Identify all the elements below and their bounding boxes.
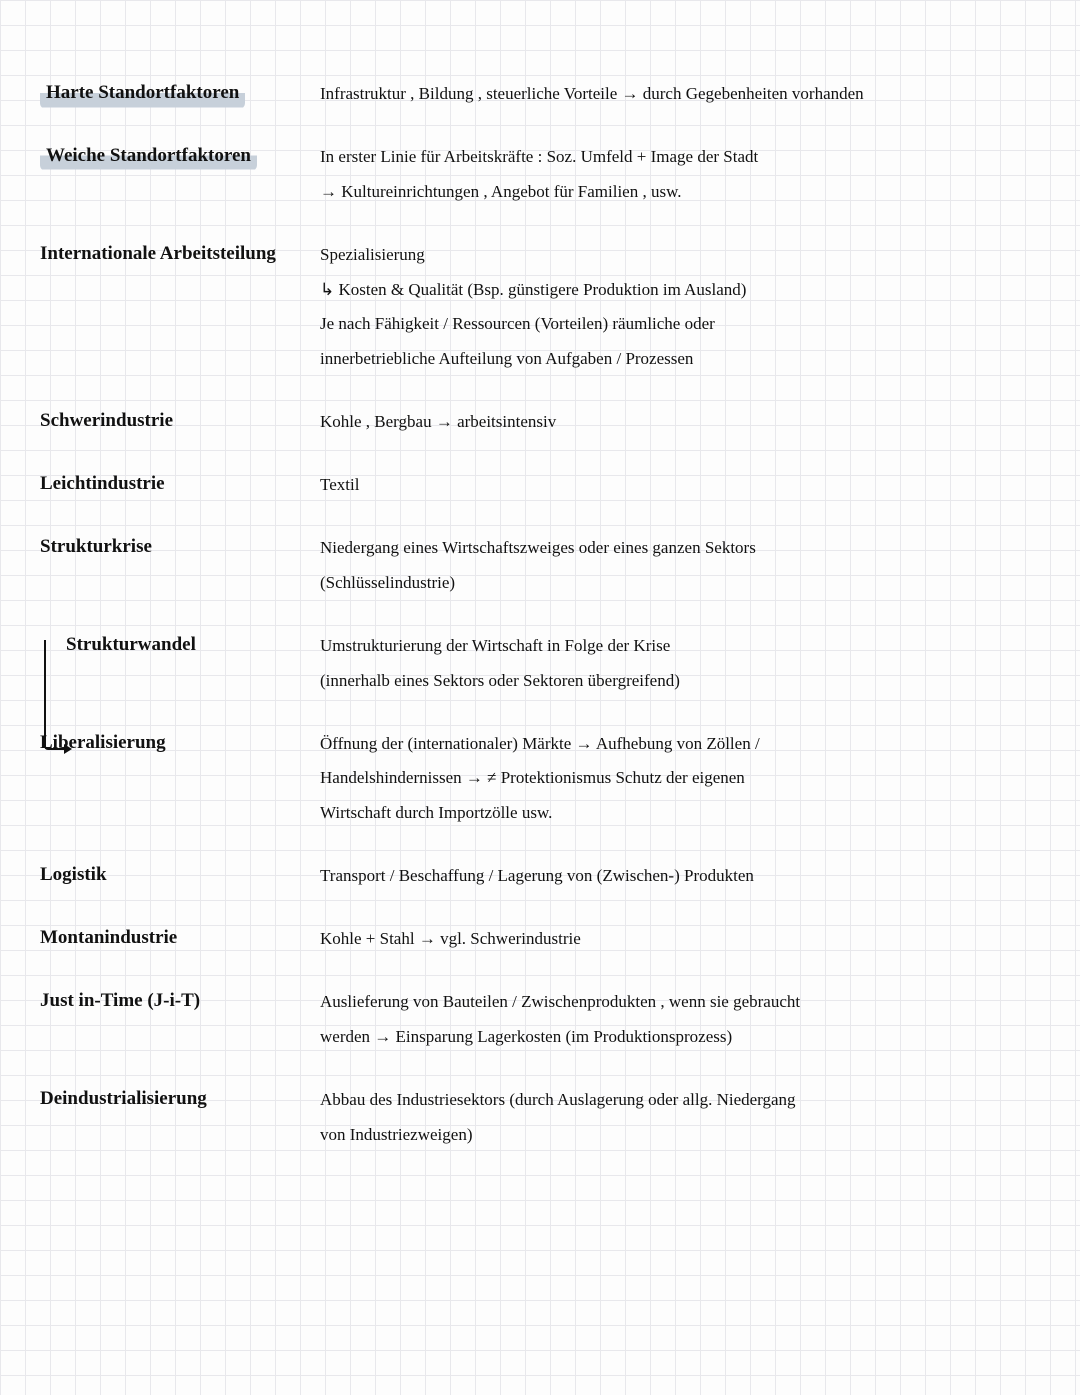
def-text: In erster Linie für Arbeitskräfte : Soz.… xyxy=(320,147,758,166)
entry-row: Weiche Standortfaktoren In erster Linie … xyxy=(40,143,1040,207)
entry-row: Leichtindustrie Textil xyxy=(40,471,1040,500)
def-text: Auslieferung von Bauteilen / Zwischenpro… xyxy=(320,992,800,1011)
def-text: Kohle + Stahl → vgl. Schwerindustrie xyxy=(320,929,581,948)
definition: Infrastruktur , Bildung , steuerliche Vo… xyxy=(320,80,1040,109)
term-deindustrialisierung: Deindustrialisierung xyxy=(40,1086,207,1113)
def-text: Spezialisierung xyxy=(320,245,425,264)
def-text: Abbau des Industriesektors (durch Auslag… xyxy=(320,1090,796,1109)
entry-row: Liberalisierung Öffnung der (internation… xyxy=(40,730,1040,829)
def-text: Niedergang eines Wirtschaftszweiges oder… xyxy=(320,538,756,557)
def-text: (innerhalb eines Sektors oder Sektoren ü… xyxy=(320,667,1040,696)
def-text: Textil xyxy=(320,475,359,494)
term-weiche-standortfaktoren: Weiche Standortfaktoren xyxy=(40,143,257,172)
definition: Auslieferung von Bauteilen / Zwischenpro… xyxy=(320,988,1040,1052)
term-leichtindustrie: Leichtindustrie xyxy=(40,471,165,498)
entry-row: Strukturkrise Niedergang eines Wirtschaf… xyxy=(40,534,1040,598)
def-text: innerbetriebliche Aufteilung von Aufgabe… xyxy=(320,345,1040,374)
connector-arrow xyxy=(44,640,70,750)
entry-row: Internationale Arbeitsteilung Spezialisi… xyxy=(40,241,1040,375)
def-text: ↳ Kosten & Qualität (Bsp. günstigere Pro… xyxy=(320,276,1040,305)
def-text: Kohle , Bergbau → arbeitsintensiv xyxy=(320,412,556,431)
definition: Niedergang eines Wirtschaftszweiges oder… xyxy=(320,534,1040,598)
def-text: von Industriezweigen) xyxy=(320,1121,1040,1150)
term-harte-standortfaktoren: Harte Standortfaktoren xyxy=(40,80,245,109)
definition: Umstrukturierung der Wirtschaft in Folge… xyxy=(320,632,1040,696)
entry-row: Deindustrialisierung Abbau des Industrie… xyxy=(40,1086,1040,1150)
def-text: → Kultureinrichtungen , Angebot für Fami… xyxy=(320,178,1040,207)
entry-row: Montanindustrie Kohle + Stahl → vgl. Sch… xyxy=(40,925,1040,954)
definition: Öffnung der (internationaler) Märkte → A… xyxy=(320,730,1040,829)
term-logistik: Logistik xyxy=(40,862,107,889)
term-internationale-arbeitsteilung: Internationale Arbeitsteilung xyxy=(40,241,276,268)
definition: Spezialisierung ↳ Kosten & Qualität (Bsp… xyxy=(320,241,1040,375)
definition: Abbau des Industriesektors (durch Auslag… xyxy=(320,1086,1040,1150)
term-strukturkrise: Strukturkrise xyxy=(40,534,152,561)
entry-row: Schwerindustrie Kohle , Bergbau → arbeit… xyxy=(40,408,1040,437)
definition: Kohle , Bergbau → arbeitsintensiv xyxy=(320,408,1040,437)
definition: Textil xyxy=(320,471,1040,500)
entry-row: Harte Standortfaktoren Infrastruktur , B… xyxy=(40,80,1040,109)
term-just-in-time: Just in-Time (J-i-T) xyxy=(40,988,200,1015)
definition: Kohle + Stahl → vgl. Schwerindustrie xyxy=(320,925,1040,954)
entry-row: Logistik Transport / Beschaffung / Lager… xyxy=(40,862,1040,891)
def-text: Wirtschaft durch Importzölle usw. xyxy=(320,799,1040,828)
def-text: Umstrukturierung der Wirtschaft in Folge… xyxy=(320,636,670,655)
entry-row: Strukturwandel Umstrukturierung der Wirt… xyxy=(40,632,1040,696)
def-text: werden → Einsparung Lagerkosten (im Prod… xyxy=(320,1023,1040,1052)
term-montanindustrie: Montanindustrie xyxy=(40,925,177,952)
definition: In erster Linie für Arbeitskräfte : Soz.… xyxy=(320,143,1040,207)
def-text: Öffnung der (internationaler) Märkte → A… xyxy=(320,734,760,753)
term-strukturwandel: Strukturwandel xyxy=(66,632,196,659)
def-text: Infrastruktur , Bildung , steuerliche Vo… xyxy=(320,84,864,103)
definition: Transport / Beschaffung / Lagerung von (… xyxy=(320,862,1040,891)
entry-row: Just in-Time (J-i-T) Auslieferung von Ba… xyxy=(40,988,1040,1052)
def-text: Handelshindernissen → ≠ Protektionismus … xyxy=(320,764,1040,793)
def-text: Transport / Beschaffung / Lagerung von (… xyxy=(320,866,754,885)
term-schwerindustrie: Schwerindustrie xyxy=(40,408,173,435)
def-text: Je nach Fähigkeit / Ressourcen (Vorteile… xyxy=(320,310,1040,339)
def-text: (Schlüsselindustrie) xyxy=(320,569,1040,598)
